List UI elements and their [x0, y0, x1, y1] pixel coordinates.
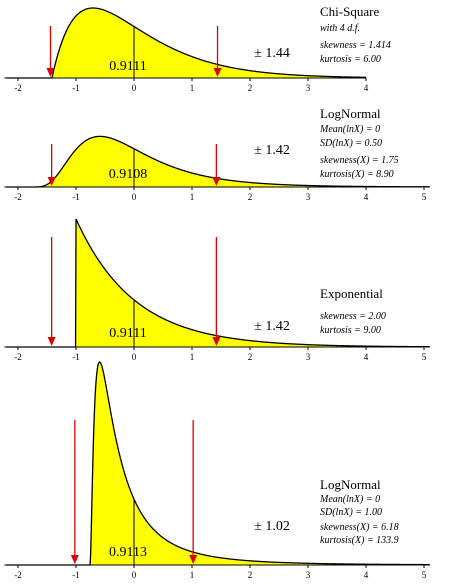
- x-tick-label: 2: [248, 352, 253, 362]
- distribution-panel-1: -2 -1 0 1 2 3 4 0.9111 ± 1.44 Chi-Square with 4 d.…: [4, 4, 391, 93]
- density-area: [6, 362, 430, 565]
- x-tick-label: -1: [72, 352, 80, 362]
- density-area: [6, 8, 367, 78]
- panel-note: SD(lnX) = 1.00: [320, 507, 382, 518]
- distribution-panel-4: -2 -1 0 1 2 3 4 5 0.9113 ± 1.02 LogNormal Mean(lnX)…: [4, 361, 430, 580]
- panel-note: kurtosis = 9.00: [320, 325, 381, 336]
- panel-note: SD(lnX) = 0.50: [320, 138, 382, 149]
- x-tick-label: -2: [14, 83, 22, 93]
- panel-title: LogNormal: [320, 106, 381, 121]
- interval-label: ± 1.44: [254, 46, 290, 61]
- interval-arrow-left: [46, 68, 55, 77]
- x-tick-label: -2: [14, 192, 22, 202]
- x-tick-label: 1: [190, 83, 195, 93]
- interval-arrow-left: [70, 555, 79, 564]
- interval-arrow-right: [189, 555, 198, 564]
- interval-label: ± 1.42: [254, 143, 290, 158]
- x-tick-label: 1: [190, 352, 195, 362]
- x-tick-label: -1: [72, 83, 80, 93]
- interval-arrow-right: [212, 177, 221, 186]
- panel-note: skewness = 1.414: [320, 40, 391, 51]
- x-tick-label: 2: [248, 570, 253, 580]
- panel-note: skewness(X) = 6.18: [320, 522, 399, 533]
- panel-title: LogNormal: [320, 477, 381, 492]
- x-tick-label: 1: [190, 192, 195, 202]
- x-tick-label: 3: [306, 192, 311, 202]
- x-tick-label: 5: [422, 192, 427, 202]
- density-area: [6, 219, 430, 347]
- panel-note: kurtosis(X) = 8.90: [320, 169, 394, 180]
- x-tick-label: 5: [422, 570, 427, 580]
- x-tick-label: 3: [306, 570, 311, 580]
- x-tick-label: 2: [248, 83, 253, 93]
- panel-note: skewness = 2.00: [320, 311, 386, 322]
- x-tick-label: 3: [306, 352, 311, 362]
- x-tick-label: 0: [132, 83, 137, 93]
- center-probability: 0.9111: [109, 59, 146, 74]
- x-tick-label: -1: [72, 570, 80, 580]
- center-probability: 0.9108: [109, 167, 148, 182]
- x-tick-label: 4: [364, 352, 369, 362]
- panel-note: Mean(lnX) = 0: [319, 494, 380, 505]
- panel-note: kurtosis = 6.00: [320, 54, 381, 65]
- density-curve: [6, 7, 366, 79]
- distribution-panel-2: -2 -1 0 1 2 3 4 5 0.9108 ± 1.42 LogNormal Mean(lnX)…: [4, 106, 430, 202]
- interval-label: ± 1.42: [254, 319, 290, 334]
- x-tick-label: 4: [364, 192, 369, 202]
- center-probability: 0.9113: [109, 545, 147, 560]
- interval-label: ± 1.02: [254, 519, 290, 534]
- panel-note: skewness(X) = 1.75: [320, 155, 399, 166]
- distribution-panel-3: -2 -1 0 1 2 3 4 5 0.9111 ± 1.42 Exponential skewnes…: [4, 218, 430, 362]
- x-tick-label: 0: [132, 352, 137, 362]
- interval-arrow-left: [47, 177, 56, 186]
- x-tick-label: 1: [190, 570, 195, 580]
- interval-arrow-left: [47, 337, 56, 346]
- x-tick-label: 5: [422, 352, 427, 362]
- x-tick-label: 2: [248, 192, 253, 202]
- x-tick-label: 0: [132, 570, 137, 580]
- interval-arrow-right: [212, 337, 221, 346]
- x-tick-label: 3: [306, 83, 311, 93]
- x-tick-label: -1: [72, 192, 80, 202]
- panel-title: Chi-Square: [320, 4, 379, 19]
- interval-arrow-right: [213, 68, 222, 77]
- panel-note: with 4 d.f.: [320, 23, 360, 34]
- density-area: [6, 136, 430, 187]
- panel-title: Exponential: [320, 286, 383, 301]
- center-probability: 0.9111: [109, 326, 146, 341]
- x-tick-label: 0: [132, 192, 137, 202]
- density-curve: [6, 218, 430, 348]
- x-tick-label: 4: [364, 83, 369, 93]
- panel-note: kurtosis(X) = 133.9: [320, 535, 399, 546]
- x-tick-label: -2: [14, 352, 22, 362]
- x-tick-label: -2: [14, 570, 22, 580]
- panel-note: Mean(lnX) = 0: [319, 124, 380, 135]
- x-tick-label: 4: [364, 570, 369, 580]
